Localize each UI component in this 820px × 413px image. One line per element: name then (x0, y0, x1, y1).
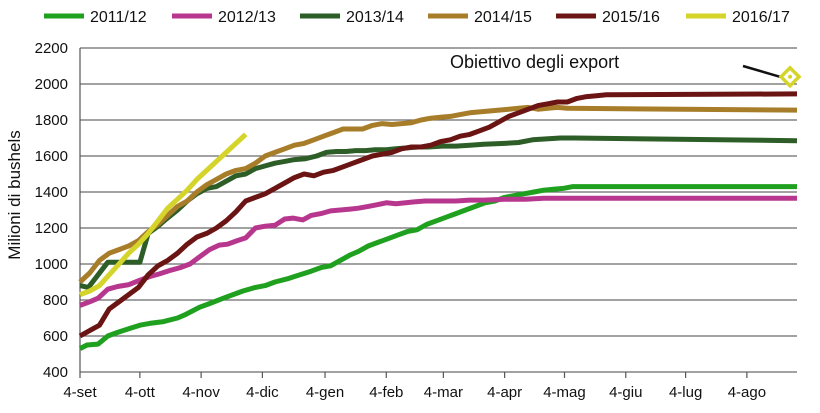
y-axis-label: Milioni di bushels (5, 130, 24, 259)
x-tick-label: 4-mar (424, 384, 463, 401)
x-tick-label: 4-apr (487, 384, 522, 401)
annotation-label: Obiettivo degli export (450, 52, 619, 72)
y-tick-label: 600 (43, 328, 68, 345)
series-line-2012-13 (79, 195, 797, 308)
x-tick-label: 4-ago (728, 384, 766, 401)
legend-label: 2012/13 (218, 9, 276, 26)
y-tick-label: 800 (43, 292, 68, 309)
y-tick-label: 2000 (35, 76, 68, 93)
series-line-2011-12 (78, 184, 797, 351)
legend-label: 2013/14 (346, 9, 404, 26)
export-target-dot (788, 74, 793, 79)
series-line-2014-15 (78, 104, 798, 284)
y-tick-label: 2200 (35, 40, 68, 57)
y-tick-label: 1800 (35, 112, 68, 129)
y-tick-label: 1000 (35, 256, 68, 273)
x-tick-label: 4-mag (543, 384, 586, 401)
legend-label: 2016/17 (732, 9, 790, 26)
legend-label: 2014/15 (474, 9, 532, 26)
legend-label: 2015/16 (602, 9, 660, 26)
y-tick-label: 400 (43, 364, 68, 381)
legend-label: 2011/12 (90, 9, 147, 26)
x-tick-label: 4-lug (669, 384, 702, 401)
y-tick-label: 1200 (35, 220, 68, 237)
annotation: Obiettivo degli export (450, 52, 802, 89)
x-tick-label: 4-ott (125, 384, 156, 401)
x-tick-label: 4-gen (306, 384, 344, 401)
x-tick-label: 4-feb (369, 384, 403, 401)
y-tick-label: 1400 (35, 184, 68, 201)
series-line-2015-16 (78, 91, 798, 339)
series-line-2016-17 (79, 132, 248, 297)
axes: 400 600 800 1000 1200 1400 1600 1800 2000 2200 4-s… (35, 40, 766, 401)
annotation-pointer (742, 64, 781, 79)
y-tick-label: 1600 (35, 148, 68, 165)
x-tick-label: 4-giu (609, 384, 642, 401)
series-lines (78, 91, 798, 351)
x-tick-label: 4-dic (246, 384, 279, 401)
legend: 2011/12 2012/13 2013/14 2014/15 2015/16 2016/… (44, 9, 790, 26)
x-tick-label: 4-nov (182, 384, 220, 401)
x-tick-label: 4-set (63, 384, 97, 401)
